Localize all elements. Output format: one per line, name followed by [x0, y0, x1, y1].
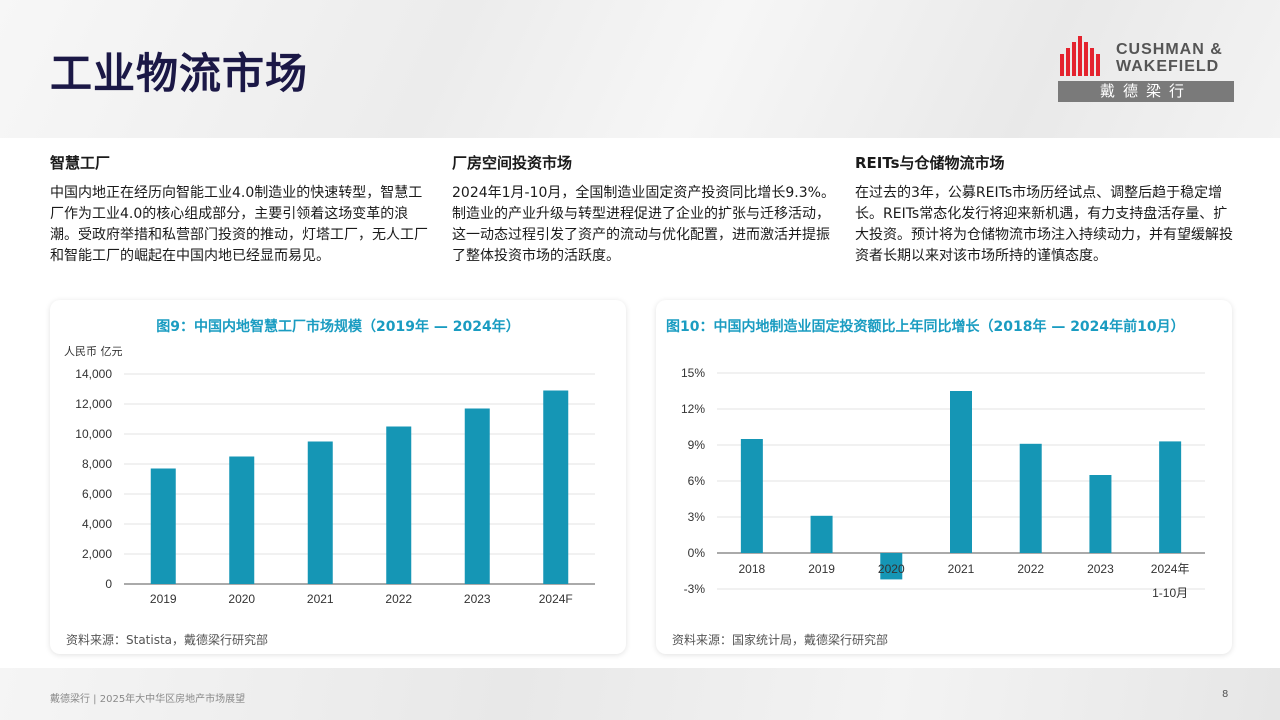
x-tick-label: 2021: [307, 592, 334, 606]
y-tick-label: 2,000: [82, 547, 112, 561]
x-tick-label: 2022: [385, 592, 412, 606]
column-heading: 厂房空间投资市场: [452, 154, 573, 172]
y-tick-label: 6%: [688, 474, 706, 488]
column-heading: REITs与仓储物流市场: [855, 154, 1005, 172]
chart-card-smart-factory: 图9：中国内地智慧工厂市场规模（2019年 — 2024年） 人民币 亿元 0 2…: [50, 300, 626, 654]
x-tick-label: 2023: [1087, 562, 1114, 576]
y-tick-label: 6,000: [82, 487, 112, 501]
logo-line1: CUSHMAN &: [1116, 41, 1223, 58]
x-tick-label: 2020: [878, 562, 905, 576]
bar: [307, 441, 333, 584]
bar: [810, 515, 833, 553]
y-tick-label: 4,000: [82, 517, 112, 531]
bar: [1089, 475, 1112, 553]
column-heading: 智慧工厂: [50, 154, 111, 172]
bar-chart-manufacturing-investment: -3% 0% 3% 6% 9% 12% 15% 2018 2019 2020 2021 2022 202…: [681, 366, 1205, 600]
chart-title: 图9：中国内地智慧工厂市场规模（2019年 — 2024年）: [156, 319, 520, 335]
y-tick-label: 8,000: [82, 457, 112, 471]
x-tick-label: 2024F: [539, 592, 573, 606]
column-reits-logistics: REITs与仓储物流市场 在过去的3年，公募REITs市场历经试点、调整后趋于稳…: [855, 152, 1240, 267]
bar: [543, 390, 569, 584]
x-tick-label: 2019: [808, 562, 835, 576]
footer-background: [0, 668, 1280, 720]
chart-source: 资料来源：Statista，戴德梁行研究部: [66, 633, 269, 647]
chart-source: 资料来源：国家统计局，戴德梁行研究部: [672, 633, 889, 647]
bar: [880, 553, 903, 580]
chart-card-manufacturing-investment: 图10：中国内地制造业固定投资额比上年同比增长（2018年 — 2024年前10…: [656, 300, 1232, 654]
y-tick-label: 14,000: [75, 367, 112, 381]
x-tick-label: 2023: [464, 592, 491, 606]
logo-line2: WAKEFIELD: [1116, 58, 1220, 75]
x-tick-label: 2021: [948, 562, 975, 576]
y-tick-label: 9%: [688, 438, 706, 452]
chart-unit-label: 人民币 亿元: [64, 345, 123, 358]
y-tick-label: 3%: [688, 510, 706, 524]
column-factory-investment: 厂房空间投资市场 2024年1月-10月，全国制造业固定资产投资同比增长9.3%…: [452, 152, 837, 267]
bar: [464, 408, 490, 584]
x-tick-label: 2019: [150, 592, 177, 606]
footer-text: 戴德梁行 | 2025年大中华区房地产市场展望: [50, 694, 246, 705]
building-logo-icon: [1060, 36, 1100, 76]
y-tick-label: -3%: [684, 582, 706, 596]
y-tick-label: 15%: [681, 366, 705, 380]
y-tick-label: 12%: [681, 402, 705, 416]
y-tick-label: 0: [105, 577, 112, 591]
bar: [150, 468, 176, 584]
chart-title: 图10：中国内地制造业固定投资额比上年同比增长（2018年 — 2024年前10…: [666, 319, 1185, 335]
x-tick-label: 1-10月: [1152, 586, 1188, 600]
cushman-wakefield-logo: CUSHMAN & WAKEFIELD 戴德梁行: [1058, 36, 1234, 102]
bar: [1019, 443, 1042, 553]
bar: [386, 426, 412, 584]
column-body: 中国内地正在经历向智能工业4.0制造业的快速转型，智慧工厂作为工业4.0的核心组…: [50, 185, 428, 264]
column-body: 2024年1月-10月，全国制造业固定资产投资同比增长9.3%。 制造业的产业升…: [452, 185, 835, 264]
y-tick-label: 12,000: [75, 397, 112, 411]
y-tick-label: 0%: [688, 546, 706, 560]
bar: [740, 439, 763, 553]
x-tick-label: 2020: [228, 592, 255, 606]
bar: [950, 391, 972, 553]
x-tick-label: 2024年: [1151, 562, 1190, 576]
logo-chinese-name: 戴德梁行: [1058, 81, 1234, 102]
page-number: 8: [1222, 689, 1229, 700]
bar: [1159, 441, 1182, 553]
column-smart-factory: 智慧工厂 中国内地正在经历向智能工业4.0制造业的快速转型，智慧工厂作为工业4.…: [50, 152, 435, 267]
y-tick-label: 10,000: [75, 427, 112, 441]
page-title: 工业物流市场: [50, 49, 309, 98]
x-tick-label: 2018: [739, 562, 766, 576]
bar: [229, 456, 255, 584]
column-body: 在过去的3年，公募REITs市场历经试点、调整后趋于稳定增长。REITs常态化发…: [855, 185, 1233, 264]
x-tick-label: 2022: [1017, 562, 1044, 576]
logo-wordmark: CUSHMAN & WAKEFIELD: [1116, 41, 1223, 75]
bar-chart-smart-factory: 0 2,000 4,000 6,000 8,000 10,000 12,000 14,000 2…: [75, 367, 595, 606]
